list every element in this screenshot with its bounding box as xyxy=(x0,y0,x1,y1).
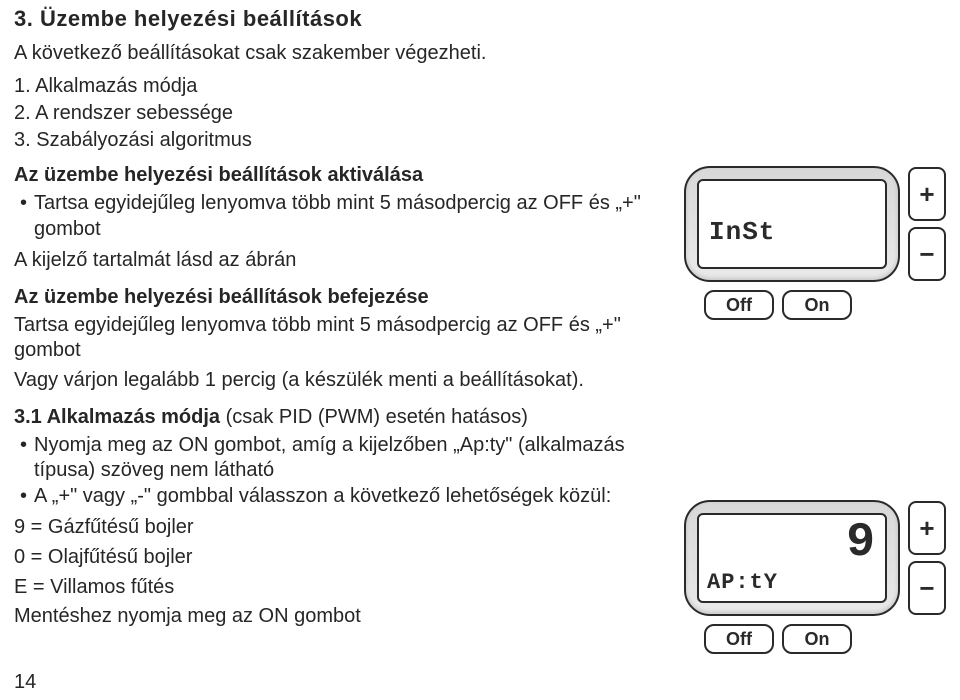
section-31-bullet-list: Nyomja meg az ON gombot, amíg a kijelzőb… xyxy=(14,433,682,510)
numbered-item: 1. Alkalmazás módja xyxy=(14,75,682,98)
lcd-text-inst: InSt xyxy=(709,217,775,247)
option-line: 9 = Gázfűtésű bojler xyxy=(14,515,682,541)
activate-bullet-list: Tartsa egyidejűleg lenyomva több mint 5 … xyxy=(14,191,682,242)
device-illustration-inst: InSt + − Off On xyxy=(684,166,946,328)
page-number: 14 xyxy=(14,671,36,694)
section-title: 3. Üzembe helyezési beállítások xyxy=(14,6,682,32)
finish-line: Vagy várjon legalább 1 percig (a készülé… xyxy=(14,368,682,394)
thermostat-lcd: 9 AP:tY xyxy=(697,513,887,603)
lcd-small-label: AP:tY xyxy=(707,570,778,595)
intro-line: A következő beállításokat csak szakember… xyxy=(14,42,682,65)
lcd-main-value: 9 xyxy=(846,519,877,567)
off-button: Off xyxy=(704,624,774,654)
plus-button: + xyxy=(908,167,946,221)
activate-note: A kijelző tartalmát lásd az ábrán xyxy=(14,248,682,274)
save-line: Mentéshez nyomja meg az ON gombot xyxy=(14,604,682,630)
on-button: On xyxy=(782,624,852,654)
content-column: 3. Üzembe helyezési beállítások A követk… xyxy=(14,6,682,630)
minus-button: − xyxy=(908,227,946,281)
option-line: 0 = Olajfűtésű bojler xyxy=(14,545,682,571)
numbered-item: 3. Szabályozási algoritmus xyxy=(14,129,682,152)
thermostat-lcd: InSt xyxy=(697,179,887,269)
finish-heading: Az üzembe helyezési beállítások befejezé… xyxy=(14,286,682,309)
minus-button: − xyxy=(908,561,946,615)
numbered-item: 2. A rendszer sebessége xyxy=(14,102,682,125)
section-31-heading-bold: 3.1 Alkalmazás módja xyxy=(14,406,220,428)
off-button: Off xyxy=(704,290,774,320)
device-illustration-apty: 9 AP:tY + − Off On xyxy=(684,500,946,662)
activate-heading: Az üzembe helyezési beállítások aktiválá… xyxy=(14,164,682,187)
section-31-heading: 3.1 Alkalmazás módja (csak PID (PWM) ese… xyxy=(14,406,682,429)
option-line: E = Villamos fűtés xyxy=(14,575,682,601)
bullet-item: Tartsa egyidejűleg lenyomva több mint 5 … xyxy=(14,191,682,242)
section-31-heading-rest: (csak PID (PWM) esetén hatásos) xyxy=(220,406,528,428)
thermostat-frame: InSt xyxy=(684,166,900,282)
on-button: On xyxy=(782,290,852,320)
bullet-item: A „+" vagy „-" gombbal válasszon a követ… xyxy=(14,484,682,510)
bullet-item: Nyomja meg az ON gombot, amíg a kijelzőb… xyxy=(14,433,682,484)
thermostat-frame: 9 AP:tY xyxy=(684,500,900,616)
finish-line: Tartsa egyidejűleg lenyomva több mint 5 … xyxy=(14,313,682,364)
plus-button: + xyxy=(908,501,946,555)
